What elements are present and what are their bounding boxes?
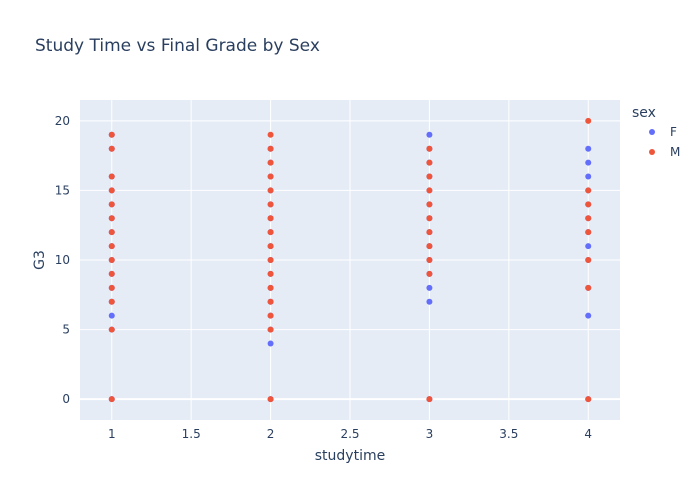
data-point [108, 215, 115, 222]
data-point [426, 396, 433, 403]
data-point [108, 326, 115, 333]
data-point [267, 326, 274, 333]
data-point [108, 312, 115, 319]
x-tick-label: 1.5 [182, 427, 201, 441]
x-tick-label: 3 [426, 427, 434, 441]
data-point [267, 396, 274, 403]
data-point [108, 229, 115, 236]
y-tick-label: 10 [55, 253, 70, 267]
data-point [267, 284, 274, 291]
x-tick-labels: 1 1.5 2 2.5 3 3.5 4 [108, 427, 592, 441]
data-point [585, 257, 592, 263]
data-point [585, 187, 592, 194]
legend[interactable]: sex FM [632, 105, 680, 159]
legend-title: sex [632, 105, 656, 121]
legend-item-F[interactable]: F [649, 125, 677, 139]
data-point [267, 340, 274, 347]
data-point [108, 298, 115, 305]
data-point [267, 173, 274, 180]
data-point [426, 201, 433, 208]
data-point [426, 187, 433, 194]
data-point [108, 270, 115, 277]
data-point [108, 284, 115, 291]
data-point [426, 173, 433, 180]
y-tick-label: 20 [55, 114, 70, 128]
data-point [426, 145, 433, 152]
data-point [267, 201, 274, 208]
data-point [108, 396, 115, 403]
data-point [267, 187, 274, 194]
data-point [426, 257, 433, 263]
data-point [585, 201, 592, 208]
data-point [108, 243, 115, 250]
y-tick-label: 15 [55, 183, 70, 197]
data-points [108, 117, 592, 403]
data-point [585, 173, 592, 180]
data-point [267, 257, 274, 263]
data-point [108, 145, 115, 152]
data-point [108, 131, 115, 138]
x-tick-label: 2.5 [340, 427, 359, 441]
data-point [585, 229, 592, 236]
data-point [426, 270, 433, 277]
data-point [426, 131, 433, 138]
legend-item-M[interactable]: M [649, 145, 680, 159]
data-point [267, 312, 274, 319]
data-point [426, 215, 433, 222]
data-point [585, 117, 592, 124]
data-point [426, 159, 433, 166]
x-tick-label: 1 [108, 427, 116, 441]
legend-label: M [670, 145, 680, 159]
data-point [267, 270, 274, 277]
legend-marker [649, 149, 655, 155]
data-point [426, 298, 433, 305]
data-point [585, 396, 592, 403]
data-point [267, 298, 274, 305]
data-point [426, 229, 433, 236]
series-M-points [108, 117, 592, 403]
data-point [585, 312, 592, 319]
data-point [267, 215, 274, 222]
y-axis-title: G3 [32, 250, 48, 270]
data-point [267, 145, 274, 152]
data-point [108, 257, 115, 263]
data-point [108, 187, 115, 194]
data-point [267, 243, 274, 250]
y-tick-label: 0 [62, 392, 70, 406]
legend-marker [649, 129, 655, 135]
data-point [267, 159, 274, 166]
chart-title: Study Time vs Final Grade by Sex [35, 36, 320, 56]
data-point [267, 131, 274, 138]
legend-label: F [670, 125, 677, 139]
y-gridlines [80, 120, 620, 401]
x-tick-label: 2 [267, 427, 275, 441]
x-tick-label: 3.5 [499, 427, 518, 441]
data-point [426, 284, 433, 291]
data-point [426, 243, 433, 250]
data-point [585, 159, 592, 166]
data-point [585, 243, 592, 250]
data-point [585, 215, 592, 222]
x-axis-title: studytime [315, 448, 385, 464]
x-tick-label: 4 [584, 427, 592, 441]
data-point [267, 229, 274, 236]
data-point [108, 173, 115, 180]
y-tick-label: 5 [62, 323, 70, 337]
data-point [585, 145, 592, 152]
y-tick-labels: 0 5 10 15 20 [55, 114, 70, 406]
legend-items[interactable]: FM [649, 125, 680, 159]
data-point [108, 201, 115, 208]
data-point [585, 284, 592, 291]
